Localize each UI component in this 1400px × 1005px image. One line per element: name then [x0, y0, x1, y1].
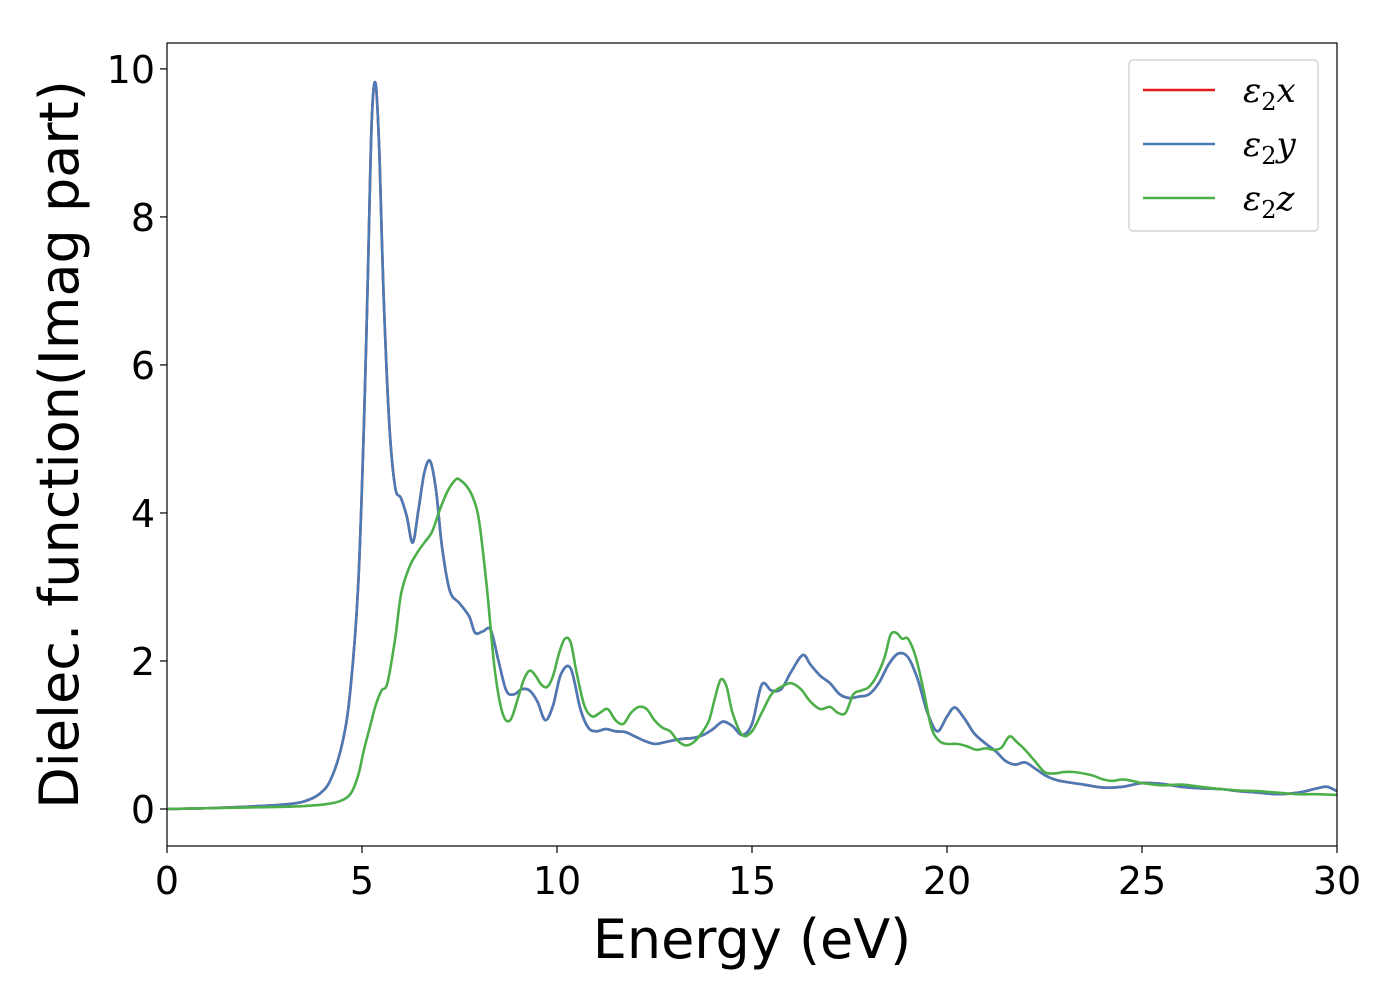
- legend-label-base: ε: [1243, 179, 1261, 219]
- legend-label: ε2z: [1243, 179, 1296, 224]
- y-axis: 0 2 4 6 8 10: [107, 48, 167, 832]
- legend-label: ε2x: [1243, 71, 1296, 116]
- legend-label-suffix: y: [1275, 125, 1297, 165]
- legend-label-suffix: x: [1277, 71, 1296, 111]
- legend-label: ε2y: [1243, 125, 1297, 170]
- legend-label-suffix: z: [1276, 179, 1296, 219]
- x-tick-label: 25: [1118, 859, 1166, 903]
- series-line-1: [167, 80, 1337, 811]
- y-axis-title: Dielec. function(Imag part): [28, 80, 91, 809]
- legend-label-sub: 2: [1261, 142, 1276, 170]
- x-tick-label: 30: [1313, 859, 1361, 903]
- y-tick-label: 6: [131, 344, 155, 388]
- y-tick-label: 0: [131, 788, 155, 832]
- plot-lines: [167, 80, 1337, 811]
- x-tick-label: 0: [155, 859, 179, 903]
- x-axis-title: Energy (eV): [593, 908, 912, 971]
- legend-label-base: ε: [1243, 71, 1261, 111]
- y-tick-label: 8: [131, 196, 155, 240]
- legend-box: [1128, 59, 1319, 232]
- series-line-2: [167, 477, 1337, 811]
- legend-label-sub: 2: [1261, 88, 1276, 116]
- y-tick-label: 10: [107, 48, 155, 92]
- plot-frame: [166, 42, 1338, 847]
- x-tick-label: 10: [533, 859, 581, 903]
- legend-label-base: ε: [1243, 125, 1261, 165]
- legend-label-sub: 2: [1261, 196, 1276, 224]
- x-tick-label: 20: [923, 859, 971, 903]
- x-tick-label: 15: [728, 859, 776, 903]
- y-tick-label: 4: [131, 492, 155, 536]
- y-tick-label: 2: [131, 640, 155, 684]
- x-axis: 0 5 10 15 20 25 30: [155, 846, 1361, 903]
- x-tick-label: 5: [350, 859, 374, 903]
